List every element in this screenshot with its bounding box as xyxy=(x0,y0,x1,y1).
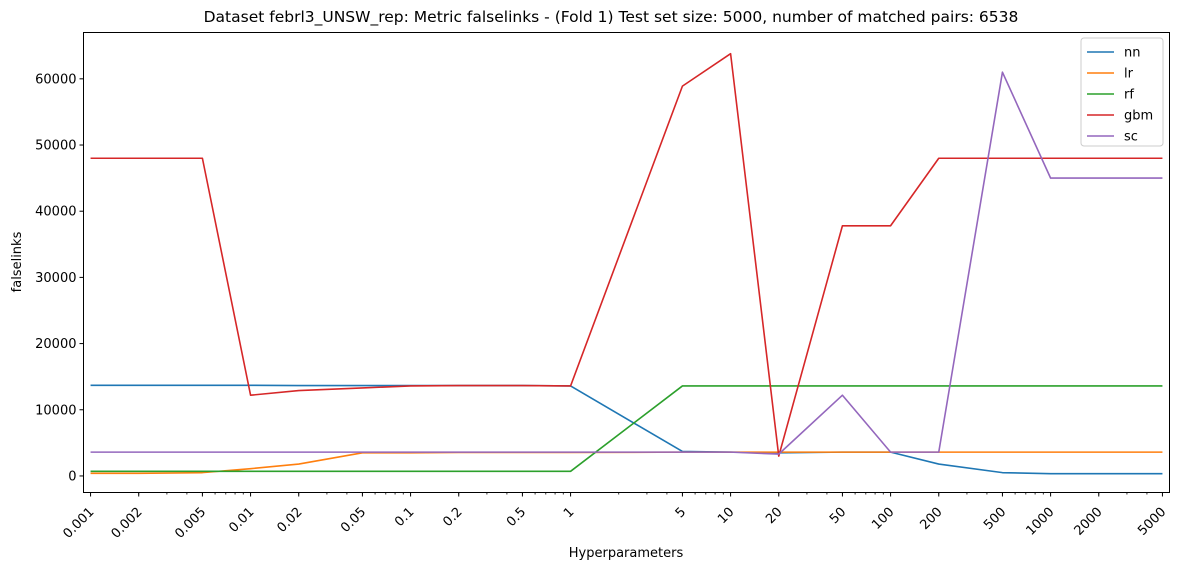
x-tick-label: 5 xyxy=(673,505,689,521)
legend-label-gbm: gbm xyxy=(1124,109,1153,124)
x-tick-label: 50 xyxy=(827,505,849,527)
x-axis-label: Hyperparameters xyxy=(569,546,684,561)
y-tick-label: 30000 xyxy=(35,271,76,286)
legend-label-lr: lr xyxy=(1124,67,1134,82)
series-line-nn xyxy=(90,384,1163,475)
legend-label-rf: rf xyxy=(1124,88,1134,103)
x-tick-label: 1000 xyxy=(1023,505,1057,539)
y-axis-label: falselinks xyxy=(10,231,25,292)
x-tick-label: 5000 xyxy=(1135,505,1169,539)
y-tick-label: 60000 xyxy=(35,72,76,87)
y-tick-label: 20000 xyxy=(35,337,76,352)
y-tick-label: 10000 xyxy=(35,403,76,418)
series-line-sc xyxy=(90,71,1163,455)
legend-box xyxy=(1080,37,1164,147)
x-tick-label: 0.02 xyxy=(274,505,305,536)
x-tick-label: 1 xyxy=(561,505,577,521)
plot-frame xyxy=(83,32,1170,493)
legend: nn lr rf gbm sc xyxy=(1080,37,1164,147)
x-tick-label: 0.2 xyxy=(440,505,465,530)
chart-title: Dataset febrl3_UNSW_rep: Metric falselin… xyxy=(204,8,1019,27)
legend-label-nn: nn xyxy=(1124,46,1140,61)
x-tick-label: 0.05 xyxy=(338,505,369,536)
x-tick-label: 20 xyxy=(763,505,785,527)
x-tick-label: 2000 xyxy=(1072,505,1106,539)
series-line-lr xyxy=(90,451,1163,475)
x-tick-label: 0.5 xyxy=(504,505,529,530)
x-tick-label: 0.1 xyxy=(392,505,417,530)
series-line-gbm xyxy=(90,52,1163,457)
x-axis: 0.001 0.002 0.005 0.01 0.02 0.05 0.1 0.2 0.5 1 5 10… xyxy=(60,492,1169,542)
series-line-rf xyxy=(90,385,1163,473)
legend-label-sc: sc xyxy=(1124,130,1138,145)
y-axis: 0 10000 20000 30000 40000 50000 60000 xyxy=(35,72,84,484)
y-tick-label: 0 xyxy=(68,469,76,484)
plot-area xyxy=(83,32,1170,493)
x-tick-label: 0.005 xyxy=(172,505,209,542)
x-tick-label: 0.001 xyxy=(60,505,97,542)
x-tick-label: 500 xyxy=(981,505,1009,533)
series-lines xyxy=(90,52,1163,475)
x-tick-label: 10 xyxy=(715,505,737,527)
y-tick-label: 40000 xyxy=(35,205,76,220)
x-tick-label: 0.01 xyxy=(226,505,257,536)
x-tick-label: 200 xyxy=(917,505,945,533)
x-tick-label: 0.002 xyxy=(109,505,146,542)
x-tick-label: 100 xyxy=(869,505,897,533)
y-tick-label: 50000 xyxy=(35,139,76,154)
